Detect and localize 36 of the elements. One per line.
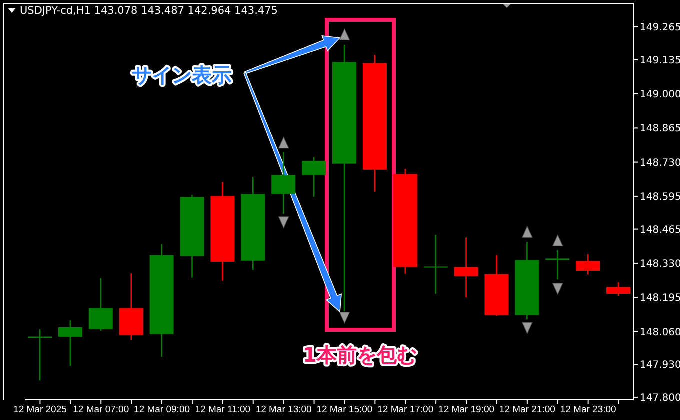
y-tick-label: 148.865 — [640, 124, 680, 135]
chart-title: USDJPY-cd,H1 143.078 143.487 142.964 143.475 — [20, 5, 278, 17]
y-tick-label: 149.265 — [640, 22, 680, 34]
point — [522, 322, 533, 334]
candlestick — [58, 320, 82, 367]
point — [552, 234, 564, 246]
x-tick-label: 12 Mar 23:00 — [560, 404, 616, 416]
candlestick — [576, 254, 600, 276]
x-tick-label: 12 Mar 11:00 — [195, 404, 251, 416]
candlestick — [424, 234, 448, 295]
y-tick-label: 148.465 — [640, 224, 680, 236]
x-tick-label: 12 Mar 07:00 — [73, 404, 130, 416]
x-tick-label: 12 Mar 13:00 — [256, 404, 312, 416]
x-tick-label: 12 Mar 09:00 — [134, 404, 190, 416]
annotation: 1本前を包む — [303, 343, 417, 367]
candlestick — [272, 152, 296, 215]
y-tick-label: 148.595 — [640, 192, 680, 203]
x-tick-label: 12 Mar 15:00 — [316, 404, 373, 416]
candlestick — [302, 156, 326, 198]
point — [339, 28, 350, 40]
point — [339, 312, 350, 324]
candlestick — [454, 237, 478, 298]
x-tick-label: 12 Mar 17:00 — [378, 404, 434, 416]
candlestick — [88, 278, 113, 332]
y-tick-label: 149.135 — [640, 55, 680, 66]
x-tick-label: 12 Mar 21:00 — [499, 404, 556, 416]
candlestick — [606, 282, 631, 297]
point — [278, 216, 290, 228]
x-tick-label: 12 Mar 2025 — [14, 404, 67, 416]
candlestick — [546, 250, 570, 280]
annotation: サイン表示 — [132, 63, 232, 87]
y-tick-label: 148.195 — [640, 293, 680, 304]
point — [278, 137, 290, 149]
point — [522, 226, 533, 238]
point — [552, 283, 564, 295]
x-tick-label: 12 Mar 19:00 — [438, 404, 495, 416]
